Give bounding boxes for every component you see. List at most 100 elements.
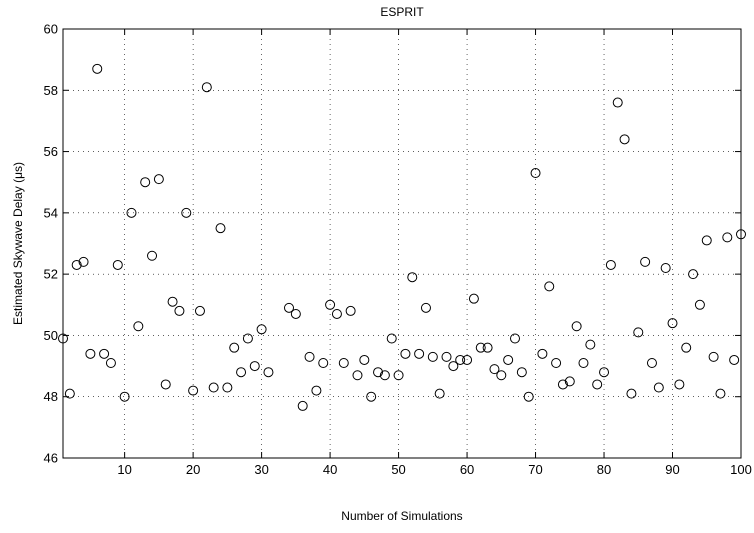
data-points bbox=[58, 63, 746, 411]
data-point bbox=[619, 134, 630, 145]
data-point bbox=[523, 391, 534, 402]
data-point bbox=[133, 321, 144, 332]
x-tick-label: 100 bbox=[730, 462, 752, 477]
data-point bbox=[174, 305, 185, 316]
data-point bbox=[318, 358, 329, 369]
data-point bbox=[379, 370, 390, 381]
data-point bbox=[715, 388, 726, 399]
data-point bbox=[304, 351, 315, 362]
data-point bbox=[331, 308, 342, 319]
data-point bbox=[126, 207, 137, 218]
data-point bbox=[736, 229, 746, 240]
data-point bbox=[188, 385, 199, 396]
data-point bbox=[544, 281, 555, 292]
data-point bbox=[208, 382, 219, 393]
x-tick-label: 40 bbox=[323, 462, 337, 477]
data-point bbox=[373, 367, 384, 378]
data-point bbox=[455, 354, 466, 365]
data-point bbox=[400, 348, 411, 359]
data-point bbox=[653, 382, 664, 393]
data-point bbox=[475, 342, 486, 353]
data-point bbox=[599, 367, 610, 378]
data-point bbox=[441, 351, 452, 362]
data-point bbox=[729, 354, 740, 365]
data-point bbox=[71, 259, 82, 270]
chart-title: ESPRIT bbox=[380, 5, 424, 19]
data-point bbox=[420, 302, 431, 313]
data-point bbox=[229, 342, 240, 353]
data-point bbox=[551, 358, 562, 369]
data-point bbox=[153, 174, 164, 185]
data-point bbox=[99, 348, 110, 359]
y-axis-label: Estimated Skywave Delay (μs) bbox=[11, 162, 25, 325]
tick-layer: 10 20 30 40 50 60 70 80 90 100 46 48 50 52 54 56 58 60 bbox=[44, 22, 752, 478]
data-point bbox=[667, 318, 678, 329]
y-tick-label: 58 bbox=[44, 83, 58, 98]
data-point bbox=[85, 348, 96, 359]
data-point bbox=[605, 259, 616, 270]
data-point bbox=[290, 308, 301, 319]
data-point bbox=[612, 97, 623, 108]
data-point bbox=[578, 358, 589, 369]
y-tick-label: 60 bbox=[44, 22, 58, 37]
data-point bbox=[592, 379, 603, 390]
y-tick-label: 54 bbox=[44, 205, 58, 220]
data-point bbox=[325, 299, 336, 310]
x-tick-label: 20 bbox=[186, 462, 200, 477]
data-point bbox=[448, 361, 459, 372]
data-point bbox=[181, 207, 192, 218]
x-tick-label: 30 bbox=[254, 462, 268, 477]
data-point bbox=[427, 351, 438, 362]
data-point bbox=[462, 354, 473, 365]
data-point bbox=[194, 305, 205, 316]
y-tick-label: 46 bbox=[44, 451, 58, 466]
grid-layer bbox=[63, 29, 741, 458]
x-tick-label: 60 bbox=[460, 462, 474, 477]
y-tick-label: 56 bbox=[44, 144, 58, 159]
data-point bbox=[681, 342, 692, 353]
data-point bbox=[674, 379, 685, 390]
data-point bbox=[366, 391, 377, 402]
data-point bbox=[222, 382, 233, 393]
data-point bbox=[516, 367, 527, 378]
data-point bbox=[571, 321, 582, 332]
data-point bbox=[496, 370, 507, 381]
plot-frame bbox=[62, 28, 742, 459]
data-point bbox=[112, 259, 123, 270]
y-tick-label: 48 bbox=[44, 389, 58, 404]
data-point bbox=[489, 364, 500, 375]
data-point bbox=[64, 388, 75, 399]
data-point bbox=[407, 272, 418, 283]
data-point bbox=[510, 333, 520, 344]
x-tick-label: 80 bbox=[597, 462, 611, 477]
data-point bbox=[140, 177, 151, 188]
data-point bbox=[537, 348, 548, 359]
data-point bbox=[434, 388, 445, 399]
data-point bbox=[242, 333, 253, 344]
data-point bbox=[105, 358, 116, 369]
data-point bbox=[393, 370, 404, 381]
data-point bbox=[311, 385, 322, 396]
data-point bbox=[249, 361, 260, 372]
data-point bbox=[167, 296, 178, 307]
data-point bbox=[215, 223, 226, 234]
data-point bbox=[256, 324, 267, 335]
data-point bbox=[701, 235, 712, 246]
data-point bbox=[359, 354, 370, 365]
data-point bbox=[345, 305, 356, 316]
data-point bbox=[557, 379, 568, 390]
data-point bbox=[236, 367, 247, 378]
data-point bbox=[58, 333, 68, 344]
data-point bbox=[564, 376, 575, 387]
data-point bbox=[585, 339, 596, 350]
data-point bbox=[92, 63, 103, 74]
x-tick-label: 50 bbox=[391, 462, 405, 477]
data-point bbox=[284, 302, 294, 313]
data-point bbox=[201, 82, 212, 93]
data-point bbox=[482, 342, 493, 353]
x-tick-label: 90 bbox=[665, 462, 679, 477]
data-point bbox=[626, 388, 637, 399]
data-point bbox=[352, 370, 363, 381]
